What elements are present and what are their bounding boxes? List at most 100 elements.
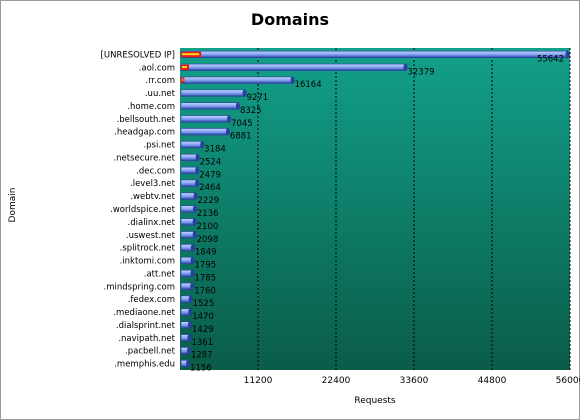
value-label: 2479 [199, 170, 221, 180]
value-label: 1849 [195, 248, 217, 258]
bar [180, 153, 198, 162]
value-label: 32379 [407, 67, 434, 77]
grid-lines [257, 48, 571, 370]
value-label: 1785 [194, 273, 216, 283]
category-label: .uu.net [145, 89, 176, 99]
category-label: .uswest.net [126, 231, 176, 241]
category-labels: [UNRESOLVED IP] .aol.com .rr.com .uu.net .ho… [101, 50, 176, 369]
value-label: 1795 [195, 261, 217, 271]
bar-end-cap [403, 63, 408, 72]
bar-end-cap [195, 166, 200, 175]
category-label: .att.net [144, 269, 176, 279]
bar [180, 76, 293, 84]
x-tick-label: 11200 [244, 376, 273, 386]
bar-end-cap [242, 89, 247, 97]
bar-end-cap [195, 153, 200, 162]
category-label: .webtv.net [130, 192, 175, 202]
value-label: 2464 [199, 183, 221, 193]
value-label: 1287 [191, 351, 213, 361]
secondary-bar-highlight [182, 66, 188, 69]
category-label: .worldspice.net [110, 205, 176, 215]
bar [180, 231, 195, 239]
value-label: 7045 [231, 119, 253, 129]
value-label: 9271 [247, 93, 269, 103]
category-label: .inktomi.com [120, 257, 175, 267]
value-label: 1760 [194, 286, 216, 296]
value-label: 2100 [197, 222, 219, 232]
value-label: 1525 [193, 299, 215, 309]
bar-end-cap [225, 127, 230, 136]
value-label: 3184 [204, 145, 226, 155]
value-label: 2524 [200, 157, 222, 167]
bar-end-cap [227, 115, 232, 123]
bar [180, 141, 203, 149]
category-label: .mediaone.net [113, 308, 175, 318]
value-label: 8325 [240, 106, 262, 116]
value-label: 6881 [230, 132, 252, 142]
bars [180, 50, 570, 368]
value-label: 1361 [191, 338, 213, 348]
category-label: .aol.com [139, 63, 175, 73]
bar-end-cap [192, 205, 197, 213]
bar-end-cap [193, 192, 198, 200]
bar [180, 205, 196, 213]
category-label: .rr.com [145, 76, 175, 86]
bar [180, 89, 245, 97]
value-label: 55642 [537, 54, 564, 64]
value-label: 1429 [192, 325, 214, 335]
bar [180, 50, 568, 58]
bar-end-cap [235, 102, 240, 110]
category-label: .dialinx.net [128, 218, 176, 228]
chart-title: Domains [250, 10, 330, 29]
x-axis-label: Requests [354, 396, 396, 406]
bar-end-cap [186, 346, 191, 355]
category-label: .memphis.edu [114, 360, 175, 370]
category-label: .mindspring.com [104, 282, 175, 292]
value-label: 2098 [197, 235, 219, 245]
category-label: .psi.net [143, 141, 175, 151]
category-label: .bellsouth.net [117, 115, 176, 125]
value-label: 2229 [198, 196, 220, 206]
value-label: 1470 [192, 312, 214, 322]
bar [180, 179, 198, 187]
bar-end-cap [190, 269, 195, 278]
bar-end-cap [565, 50, 570, 59]
category-label: .netsecure.net [113, 153, 175, 163]
category-label: .level3.net [130, 179, 176, 189]
x-tick-label: 33600 [400, 376, 429, 386]
bar-end-cap [190, 256, 195, 265]
bar-end-cap [188, 308, 193, 316]
bar [180, 63, 406, 71]
value-label: 2136 [197, 209, 219, 219]
bar-end-cap [200, 140, 205, 149]
plot-area [180, 48, 570, 370]
bar [180, 102, 239, 110]
value-label: 16164 [295, 80, 322, 90]
category-label: [UNRESOLVED IP] [101, 50, 175, 60]
x-tick-label: 44800 [478, 376, 507, 386]
bar-end-cap [192, 218, 197, 226]
category-label: .home.com [127, 102, 175, 112]
value-label: 1156 [190, 364, 212, 374]
bar-end-cap [187, 321, 192, 329]
category-label: .navipath.net [118, 334, 175, 344]
bar [180, 166, 198, 174]
category-label: .pacbell.net [125, 347, 176, 357]
bar [180, 115, 230, 123]
bar-end-cap [188, 295, 193, 303]
bar [180, 192, 196, 200]
x-tick-label: 56000 [556, 376, 580, 386]
category-label: .dec.com [136, 166, 175, 176]
category-label: .headgap.com [114, 128, 175, 138]
secondary-bar-highlight [182, 53, 200, 56]
bar-end-cap [290, 76, 295, 84]
x-tick-label: 22400 [322, 376, 351, 386]
bar-end-cap [190, 243, 195, 252]
value-labels: 55642 32379 16164 9271 8325 7045 6881 3184 2524 2… [190, 54, 564, 373]
category-label: .dialsprint.net [116, 321, 176, 331]
x-tick-labels: 11200 22400 33600 44800 56000 [244, 376, 580, 386]
bar-end-cap [195, 179, 200, 187]
bar [180, 218, 195, 226]
bar [180, 128, 229, 136]
